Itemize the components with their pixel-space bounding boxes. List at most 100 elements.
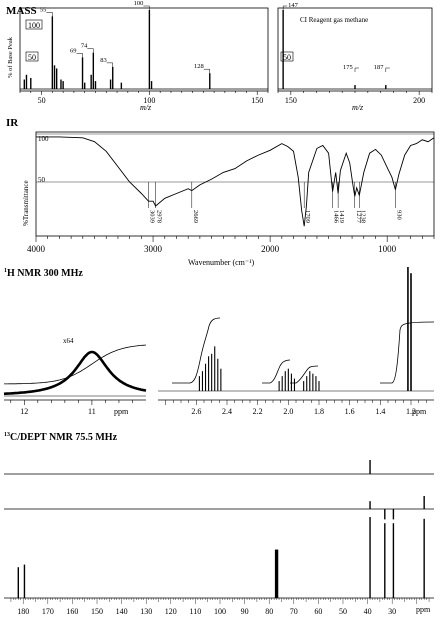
cnmr-section: 13C/DEPT NMR 75.5 MHz 180 170 160 150 140 130…	[4, 432, 434, 616]
cnmr-x-tick-label: 80	[265, 607, 273, 616]
ci-title: CI Reagent gas methane	[300, 16, 368, 24]
cnmr-x-tick-label: 60	[314, 607, 322, 616]
ir-frame	[35, 131, 435, 237]
ei-peak-leader	[46, 12, 53, 17]
cnmr-x-tick-label: 40	[364, 607, 372, 616]
ir-band-label: 1277	[355, 210, 362, 224]
ir-x-tick-label: 2000	[261, 244, 280, 254]
ei-peak-label: 128	[194, 63, 204, 70]
ei-x-tick-label: 150	[251, 96, 263, 105]
ir-heading: IR	[6, 117, 19, 129]
hnmr-expansion-x-tick-label: 12	[20, 407, 28, 416]
ei-peak-leader	[106, 62, 113, 67]
cnmr-x-tick-label: 140	[116, 607, 128, 616]
cnmr-x-tick-label: 150	[91, 607, 103, 616]
hnmr-x-tick-label: 1.8	[314, 407, 324, 416]
ir-x-tick-label: 3000	[144, 244, 163, 254]
cnmr-x-tick-label: 100	[214, 607, 226, 616]
ei-y-tick-box-100	[25, 19, 43, 30]
ir-section: IR %Transmittance 100 50 3039 2978 2669 170…	[6, 117, 435, 267]
ei-peak-leader	[203, 68, 211, 74]
ei-peak-leader	[143, 5, 150, 10]
cnmr-x-tick-label: 120	[165, 607, 177, 616]
ir-y-tick-50: 50	[38, 176, 46, 184]
ir-y-axis-label: %Transmittance	[22, 180, 30, 226]
ei-mass-plot: 100 50 55 69 74 83 100 128 50 100 150 m/z	[19, 0, 269, 112]
ir-x-axis-label: Wavenumber (cm⁻¹)	[188, 258, 255, 267]
hnmr-x-tick-label: 2.4	[222, 407, 232, 416]
mass-section: MASS % of Base Peak 100 50 55 69 74 83 100 12…	[6, 0, 433, 112]
ir-band-label: 2978	[156, 210, 163, 223]
hnmr-expansion-integral	[4, 344, 147, 385]
ei-y-tick-100: 100	[28, 21, 40, 30]
ir-band-label: 1419	[338, 210, 345, 223]
hnmr-x-tick-label: 1.6	[345, 407, 355, 416]
hnmr-expansion-unit: ppm	[114, 407, 129, 416]
ci-x-axis-label: m/z	[352, 103, 364, 112]
ir-band-label: 1238	[359, 210, 366, 223]
ir-band-label: 930	[395, 210, 402, 220]
hnmr-main-panel: 2.6 2.4 2.2 2.0 1.8 1.6 1.4 1.2 ppm	[158, 267, 435, 416]
cnmr-x-tick-label: 160	[66, 607, 78, 616]
ei-peak-leader	[87, 48, 94, 53]
ci-peak-leader	[385, 67, 390, 72]
cnmr-heading: 13C/DEPT NMR 75.5 MHz	[4, 432, 118, 443]
hnmr-integral-1-2	[380, 321, 435, 384]
ei-x-axis-label: m/z	[140, 103, 152, 112]
hnmr-heading: 1H NMR 300 MHz	[4, 268, 83, 279]
ei-peak-label: 83	[100, 57, 107, 64]
ci-x-tick-label: 150	[285, 96, 297, 105]
cnmr-x-tick-label: 30	[388, 607, 396, 616]
hnmr-expansion-panel: x64 12 11 ppm	[3, 337, 147, 416]
ci-y-tick-50: 50	[283, 53, 291, 62]
ei-peak-label: 100	[134, 0, 144, 7]
hnmr-expansion-x-tick-label: 11	[88, 407, 96, 416]
cnmr-x-tick-label: 50	[339, 607, 347, 616]
hnmr-section: 1H NMR 300 MHz x64 12 11 ppm 2.6 2.4 2.2 2.0…	[3, 267, 435, 416]
hnmr-unit: ppm	[412, 407, 427, 416]
ei-peak-leader	[76, 53, 83, 58]
mass-y-axis-label: % of Base Peak	[7, 36, 14, 78]
cnmr-x-tick-label: 170	[42, 607, 54, 616]
hnmr-integral-2-5	[172, 317, 221, 384]
ei-peak-label: 74	[81, 43, 88, 50]
cnmr-x-tick-label: 110	[190, 607, 202, 616]
ci-peak-leader	[354, 67, 359, 72]
hnmr-integral-1-85	[290, 365, 319, 384]
cnmr-x-tick-label: 70	[290, 607, 298, 616]
ci-x-tick-label: 200	[413, 96, 425, 105]
ir-x-tick-label: 4000	[27, 244, 46, 254]
hnmr-x-tick-label: 2.6	[191, 407, 201, 416]
ei-peak-label: 55	[40, 6, 47, 13]
ci-mass-plot: CI Reagent gas methane 50 147 175 187 150 2…	[277, 2, 433, 112]
ei-peak-label: 69	[70, 47, 77, 54]
cnmr-x-tick-label: 90	[241, 607, 249, 616]
hnmr-x-tick-label: 1.4	[375, 407, 385, 416]
cnmr-x-tick-label: 180	[17, 607, 29, 616]
hnmr-x-tick-label: 2.0	[283, 407, 293, 416]
ei-y-tick-50: 50	[28, 53, 36, 62]
hnmr-x-tick-label: 1.2	[406, 407, 416, 416]
hnmr-expansion-peak	[3, 350, 147, 396]
ir-spectrum-line	[36, 136, 435, 227]
ir-x-tick-label: 1000	[378, 244, 397, 254]
ci-peak-label: 147	[288, 2, 299, 9]
hnmr-integral-2-0	[262, 359, 291, 384]
hnmr-x-tick-label: 2.2	[253, 407, 263, 416]
ir-band-label: 2669	[192, 210, 199, 223]
ir-band-label: 1466	[333, 210, 340, 224]
cnmr-unit: ppm	[416, 605, 431, 614]
hnmr-expansion-label: x64	[63, 337, 74, 345]
ei-y-tick-box-50	[25, 51, 39, 62]
cnmr-x-tick-label: 130	[140, 607, 152, 616]
ci-y-tick-box-50	[280, 51, 294, 62]
ei-frame	[19, 7, 269, 92]
ir-band-label: 1709	[304, 210, 311, 223]
ci-peak-leader	[282, 5, 288, 10]
hnmr-integrals	[172, 317, 435, 384]
ei-x-tick-label: 100	[143, 96, 155, 105]
ei-x-tick-label: 50	[38, 96, 46, 105]
ci-peak-label: 175	[343, 64, 353, 71]
ir-band-label: 3039	[148, 210, 155, 223]
